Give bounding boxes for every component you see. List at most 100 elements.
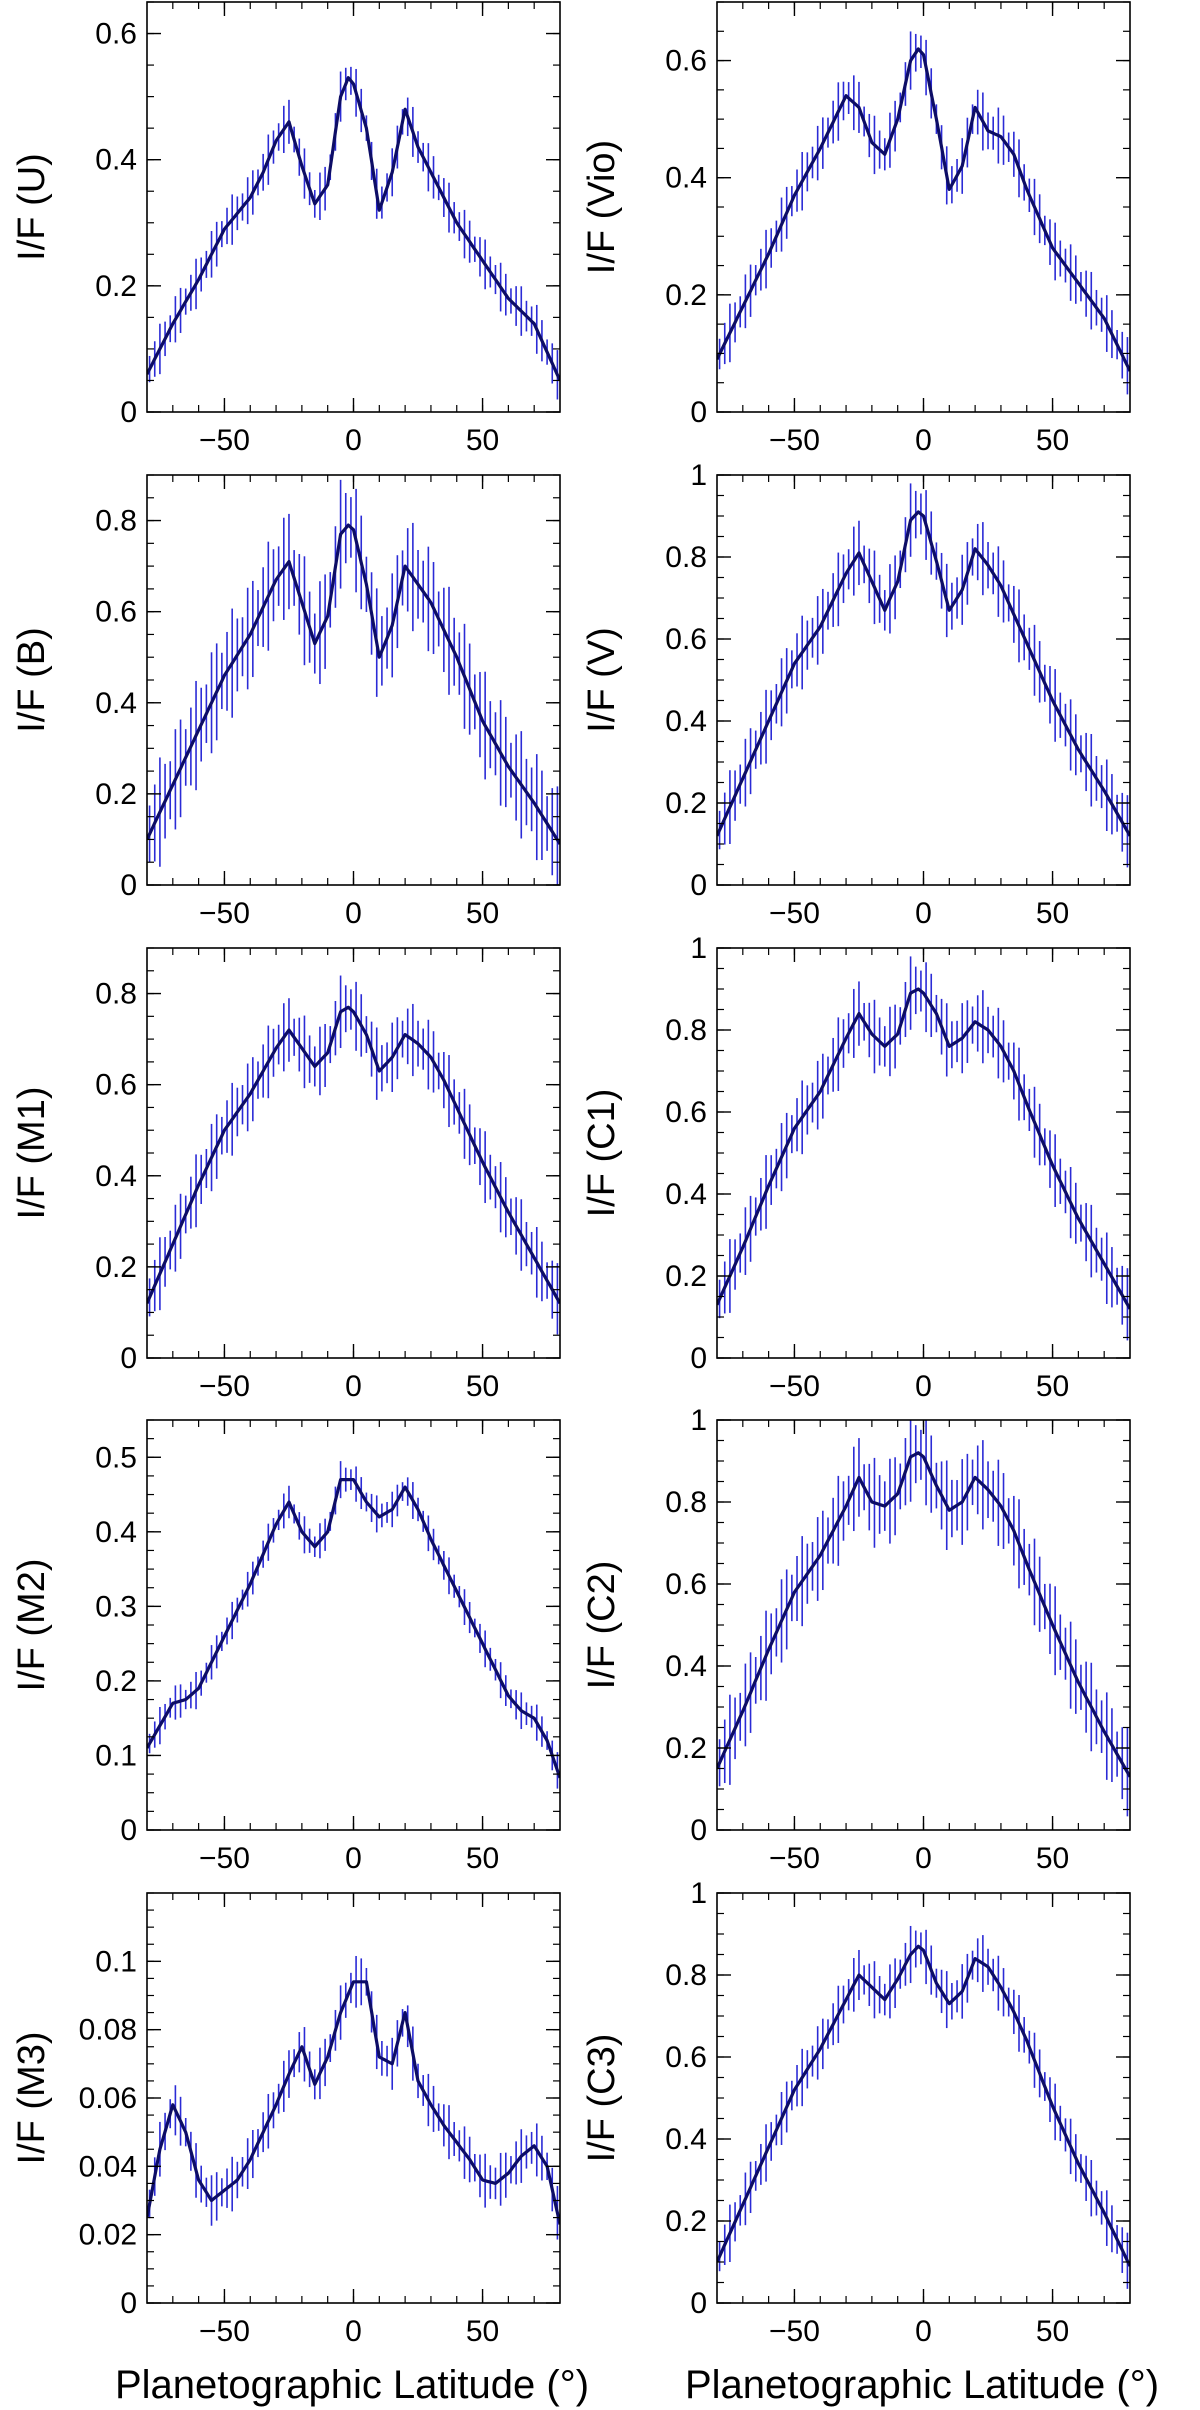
panel-m2: −50 0 50 0 0.1 0.2 0.3 0.4 0.5 I/F (M2) (11, 1419, 561, 1875)
x-tick-label-u: −50 (199, 424, 250, 457)
errorbars-u (148, 66, 559, 400)
y-axis-title-c1: I/F (C1) (581, 1089, 623, 1218)
y-tick-label-b: 0.4 (95, 687, 137, 720)
y-tick-label-v: 0.2 (665, 787, 707, 820)
axes-frame-v (716, 474, 1131, 886)
x-axis-label-right: Planetographic Latitude (°) (685, 2363, 1159, 2407)
y-tick-label-m2: 0.5 (95, 1441, 137, 1474)
errorbars-c3 (718, 1925, 1129, 2289)
x-tick-label-v: 50 (1036, 897, 1069, 930)
series-line-m2 (147, 1478, 560, 1779)
x-tick-label-c2: 50 (1036, 1842, 1069, 1875)
y-axis-title-u: I/F (U) (11, 153, 53, 261)
y-tick-label-c1: 0.6 (665, 1096, 707, 1129)
y-tick-label-c3: 1 (690, 1877, 707, 1910)
x-tick-label-c1: 0 (915, 1370, 932, 1403)
series-line-c3 (717, 1944, 1130, 2267)
x-axis-label-left: Planetographic Latitude (°) (115, 2363, 589, 2407)
y-tick-label-u: 0.6 (95, 18, 137, 51)
y-tick-label-m1: 0.2 (95, 1251, 137, 1284)
x-tick-label-m2: −50 (199, 1842, 250, 1875)
y-tick-label-c2: 0.4 (665, 1650, 707, 1683)
y-tick-label-m3: 0.02 (79, 2219, 137, 2252)
errorbars-b (148, 479, 559, 885)
y-tick-label-c3: 0 (690, 2287, 707, 2320)
series-line-b (147, 523, 560, 845)
y-tick-label-m3: 0.08 (79, 2014, 137, 2047)
x-tick-label-m3: 50 (466, 2315, 499, 2348)
y-tick-label-b: 0 (120, 869, 137, 902)
errorbars-c1 (718, 956, 1129, 1341)
x-tick-label-m1: 0 (345, 1370, 362, 1403)
panel-m3: −50 0 50 0 0.02 0.04 0.06 0.08 0.1 I/F (M3) (11, 1892, 561, 2348)
errorbars-v (718, 483, 1129, 868)
panel-c2: −50 0 50 0 0.2 0.4 0.6 0.8 1 I/F (C2) (581, 1404, 1131, 1875)
x-tick-label-c3: −50 (769, 2315, 820, 2348)
y-tick-label-c2: 0 (690, 1814, 707, 1847)
panels-group: −50 0 50 0 0.2 0.4 0.6 I/F (U) −50 0 50 0 0.2 0.4 0.6 I… (11, 1, 1131, 2348)
x-tick-label-v: 0 (915, 897, 932, 930)
y-tick-label-m3: 0.06 (79, 2082, 137, 2115)
y-axis-title-vio: I/F (Vio) (581, 140, 623, 274)
y-axis-title-m1: I/F (M1) (11, 1087, 53, 1220)
panel-vio: −50 0 50 0 0.2 0.4 0.6 I/F (Vio) (581, 1, 1131, 457)
y-tick-label-v: 0 (690, 869, 707, 902)
x-tick-label-c1: −50 (769, 1370, 820, 1403)
x-tick-label-b: 50 (466, 897, 499, 930)
panel-m1: −50 0 50 0 0.2 0.4 0.6 0.8 I/F (M1) (11, 947, 561, 1403)
y-tick-label-m1: 0.8 (95, 978, 137, 1011)
y-tick-label-m1: 0 (120, 1342, 137, 1375)
series-line-m3 (147, 1980, 560, 2225)
y-tick-label-v: 1 (690, 459, 707, 492)
y-tick-label-c1: 1 (690, 932, 707, 965)
series-line-c1 (717, 987, 1130, 1310)
series-line-c2 (717, 1451, 1130, 1778)
x-tick-label-c3: 0 (915, 2315, 932, 2348)
y-axis-title-m3: I/F (M3) (11, 2032, 53, 2165)
axes-frame-vio (716, 1, 1131, 413)
y-tick-label-c2: 1 (690, 1404, 707, 1437)
x-tick-label-m1: −50 (199, 1370, 250, 1403)
axes-frame-m3 (146, 1892, 561, 2304)
y-tick-label-v: 0.8 (665, 541, 707, 574)
x-tick-label-vio: −50 (769, 424, 820, 457)
y-tick-label-c2: 0.2 (665, 1732, 707, 1765)
axes-frame-m1 (146, 947, 561, 1359)
y-tick-label-vio: 0.2 (665, 279, 707, 312)
x-tick-label-b: −50 (199, 897, 250, 930)
y-tick-label-c3: 0.4 (665, 2123, 707, 2156)
axes-frame-c1 (716, 947, 1131, 1359)
x-tick-label-vio: 50 (1036, 424, 1069, 457)
x-tick-label-m2: 50 (466, 1842, 499, 1875)
panel-u: −50 0 50 0 0.2 0.4 0.6 I/F (U) (11, 1, 561, 457)
y-tick-label-b: 0.8 (95, 505, 137, 538)
y-tick-label-m2: 0.1 (95, 1739, 137, 1772)
y-tick-label-b: 0.2 (95, 778, 137, 811)
errorbars-m2 (148, 1461, 559, 1789)
x-tick-label-c2: 0 (915, 1842, 932, 1875)
y-tick-label-c3: 0.8 (665, 1959, 707, 1992)
y-tick-label-c2: 0.6 (665, 1568, 707, 1601)
axes-frame-u (146, 1, 561, 413)
series-line-vio (717, 47, 1130, 372)
y-axis-title-m2: I/F (M2) (11, 1559, 53, 1692)
x-tick-label-c2: −50 (769, 1842, 820, 1875)
x-tick-label-vio: 0 (915, 424, 932, 457)
y-tick-label-m2: 0.2 (95, 1665, 137, 1698)
series-line-u (147, 76, 560, 382)
y-tick-label-vio: 0.6 (665, 45, 707, 78)
y-tick-label-b: 0.6 (95, 596, 137, 629)
x-tick-label-v: −50 (769, 897, 820, 930)
y-axis-title-v: I/F (V) (581, 627, 623, 733)
y-tick-label-c1: 0.2 (665, 1260, 707, 1293)
x-tick-label-b: 0 (345, 897, 362, 930)
y-tick-label-m3: 0.1 (95, 1945, 137, 1978)
y-tick-label-c3: 0.6 (665, 2041, 707, 2074)
series-line-m1 (147, 1005, 560, 1305)
y-tick-label-c3: 0.2 (665, 2205, 707, 2238)
y-axis-title-c3: I/F (C3) (581, 2034, 623, 2163)
y-axis-title-b: I/F (B) (11, 627, 53, 733)
y-tick-label-v: 0.6 (665, 623, 707, 656)
x-tick-label-m2: 0 (345, 1842, 362, 1875)
